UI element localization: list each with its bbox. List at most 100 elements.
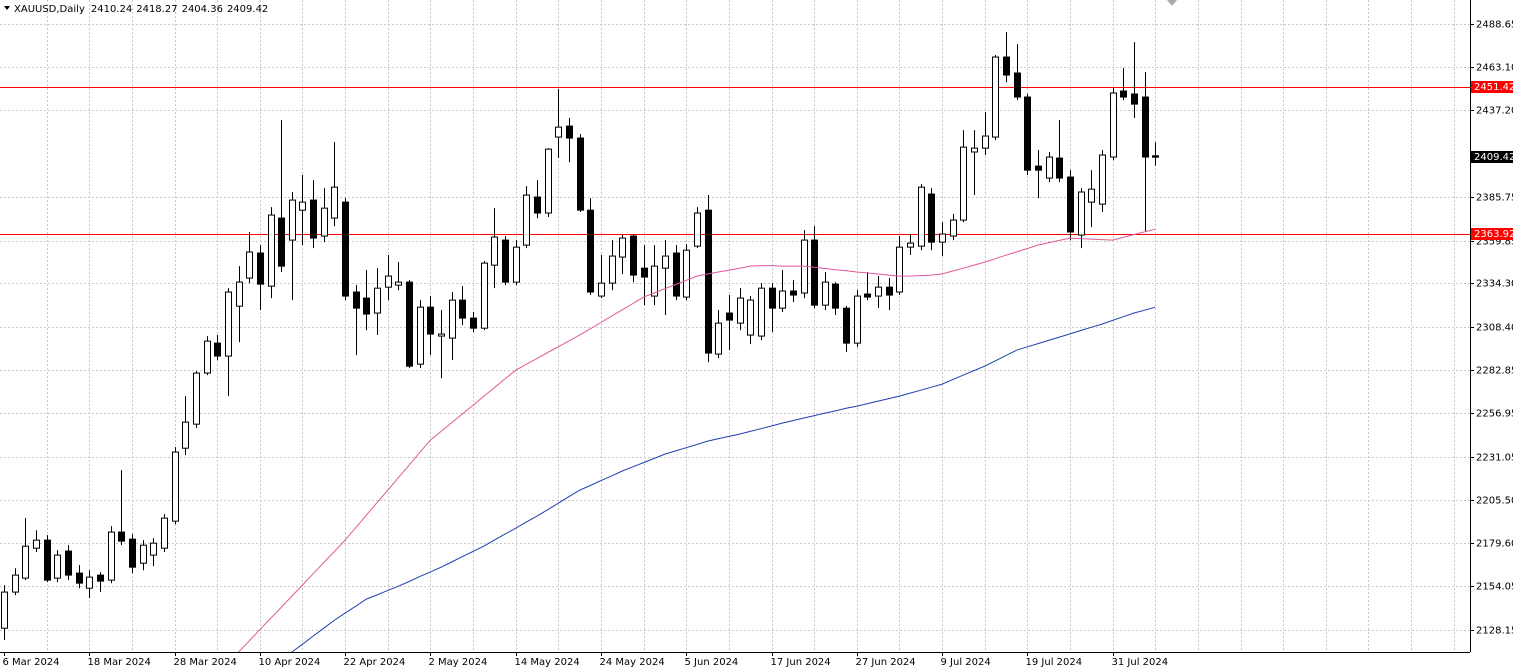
last-price-label: 2409.42	[1474, 152, 1513, 163]
candle-body	[76, 572, 83, 584]
candle-body	[182, 421, 189, 449]
candle-body	[982, 135, 989, 149]
candle-body	[108, 531, 115, 581]
candle-body	[950, 219, 957, 237]
y-tick-label: 2359.85	[1476, 237, 1513, 248]
candle-body	[438, 333, 445, 337]
candle-body	[673, 252, 680, 297]
candle-body	[886, 286, 893, 296]
candle-body	[44, 539, 51, 581]
candle-body	[406, 281, 413, 367]
y-tick-label: 2488.65	[1476, 20, 1513, 31]
candle-body	[566, 125, 573, 139]
candle-body	[395, 281, 402, 286]
candle-body	[427, 306, 434, 335]
candle-body	[459, 299, 466, 319]
level-label-bg	[1471, 81, 1513, 93]
x-tick-label: 22 Apr 2024	[344, 657, 406, 668]
candle-body	[875, 286, 882, 297]
candle-body	[587, 209, 594, 293]
close-value: 2409.42	[227, 4, 268, 15]
candle-body	[118, 531, 125, 542]
y-tick-label: 2308.40	[1476, 323, 1513, 334]
candle-body	[1056, 157, 1063, 179]
y-tick-label: 2205.50	[1476, 496, 1513, 507]
level-label: 2451.42	[1474, 82, 1513, 93]
candle-body	[214, 342, 221, 357]
candle-body	[502, 239, 509, 283]
candle-body	[204, 340, 211, 374]
candle-body	[854, 295, 861, 344]
candle-body	[598, 282, 605, 297]
candle-body	[683, 249, 690, 298]
x-tick-label: 24 May 2024	[600, 657, 665, 668]
candle-body	[811, 239, 818, 306]
candle-body	[1046, 156, 1053, 179]
ma-line	[238, 228, 1156, 652]
level-label-bg	[1471, 228, 1513, 240]
candle-body	[289, 199, 296, 241]
candle-body	[310, 199, 317, 239]
axis: 2128.15 2154.05 2179.60 2205.50 2231.05 2256.…	[3, 20, 1513, 668]
header: XAUUSD,Daily 2410.24 2418.27 2404.36 2409.42	[14, 4, 268, 15]
last-price-label-bg	[1471, 151, 1513, 163]
candle-body	[491, 236, 498, 266]
candle-body	[907, 242, 914, 248]
open-value: 2410.24	[91, 4, 132, 15]
y-tick-label: 2179.60	[1476, 539, 1513, 550]
candle-body	[193, 372, 200, 425]
candle-body	[172, 451, 179, 522]
candle-body	[641, 267, 648, 278]
candle-body	[737, 297, 744, 324]
y-tick-label: 2282.85	[1476, 366, 1513, 377]
candle-body	[342, 201, 349, 297]
candle-body	[161, 517, 168, 549]
candle-body	[843, 307, 850, 344]
candle-body	[715, 322, 722, 355]
candle-body	[694, 212, 701, 247]
candle-body	[385, 275, 392, 288]
y-tick-label: 2463.10	[1476, 63, 1513, 74]
candle-body	[1099, 154, 1106, 205]
candle-body	[971, 147, 978, 153]
x-tick-label: 14 May 2024	[515, 657, 580, 668]
level-label: 2363.92	[1474, 229, 1513, 240]
y-tick-label: 2154.05	[1476, 582, 1513, 593]
candle-body	[1067, 176, 1074, 233]
candle-body	[1003, 56, 1010, 76]
x-tick-label: 6 Mar 2024	[3, 657, 60, 668]
high-value: 2418.27	[136, 4, 177, 15]
candle-body	[928, 193, 935, 243]
candle-body	[832, 283, 839, 309]
candle-body	[939, 233, 946, 243]
candle-body	[758, 287, 765, 337]
candle-body	[726, 312, 733, 321]
candle-body	[236, 281, 243, 307]
candle-body	[374, 287, 381, 314]
candle-body	[1014, 72, 1021, 98]
candle-body	[54, 554, 61, 579]
ma-line	[291, 306, 1156, 652]
candle-body	[321, 207, 328, 237]
x-tick-label: 17 Jun 2024	[771, 657, 831, 668]
candle-body	[555, 126, 562, 138]
plot	[0, 31, 1470, 652]
candle-body	[769, 287, 776, 309]
candle-body	[577, 137, 584, 211]
candle-body	[449, 299, 456, 339]
candle-body	[1035, 165, 1042, 171]
candle-body	[864, 293, 871, 298]
candle-body	[1142, 96, 1149, 158]
candle-body	[1, 591, 8, 629]
candle-body	[278, 217, 285, 267]
candle-body	[534, 196, 541, 214]
candle-body	[65, 550, 72, 576]
candle-body	[86, 576, 93, 589]
x-tick-label: 9 Jul 2024	[941, 657, 991, 668]
candle-body	[257, 252, 264, 285]
candle-body	[33, 539, 40, 549]
candle-body	[630, 235, 637, 276]
y-tick-label: 2437.20	[1476, 106, 1513, 117]
x-tick-label: 27 Jun 2024	[856, 657, 916, 668]
